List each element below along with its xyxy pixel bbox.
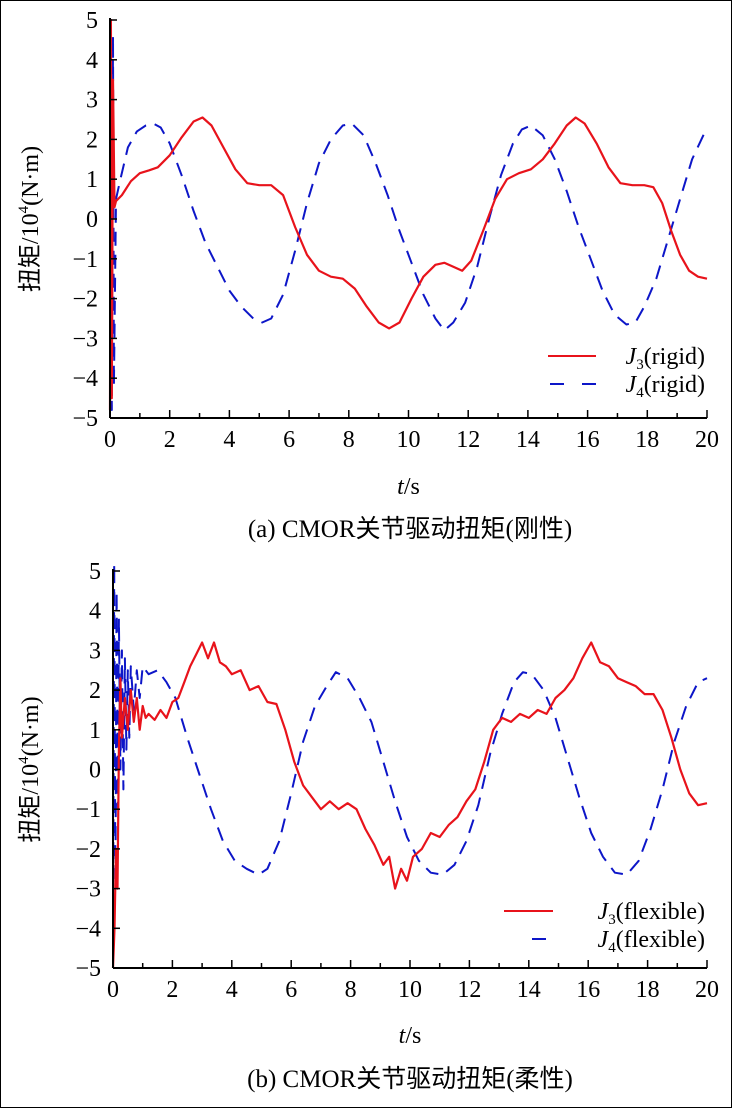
axes-a <box>109 18 707 419</box>
legend-label-sub: 3 <box>636 357 644 373</box>
legend-label-tail: (flexible) <box>616 899 705 925</box>
y-tick-label: 5 <box>86 8 98 34</box>
y-tick-label: −2 <box>75 837 101 863</box>
y-axis-title-a: 扭矩/104(N·m) <box>16 146 44 292</box>
x-ticks-a: 0 2 4 6 8 10 12 14 16 18 20 <box>104 410 719 453</box>
legend-label-sub: 3 <box>608 912 616 928</box>
x-tick-label: 2 <box>164 427 176 453</box>
y-tick-label: 0 <box>86 207 98 233</box>
y-axis-title-b: 扭矩/104(N·m) <box>16 696 44 842</box>
y-tick-label: −3 <box>75 877 101 903</box>
x-tick-label: 4 <box>223 427 235 453</box>
series-line-j4-flexible <box>112 562 708 949</box>
y-tick-label: 1 <box>89 718 101 744</box>
y-tick-label: 2 <box>86 127 98 153</box>
legend-label-tail: (flexible) <box>616 927 705 953</box>
legend-label-j3-rigid: J3(rigid) <box>626 344 705 373</box>
series-line-j3-flexible <box>111 641 708 969</box>
x-tick-label: 18 <box>635 427 659 453</box>
legend-b: J3(flexible) J4(flexible) <box>504 899 705 956</box>
y-tick-label: 1 <box>86 167 98 193</box>
x-tick-label: 16 <box>576 977 600 1003</box>
y-tick-label: −5 <box>75 956 101 982</box>
caption-a: (a) CMOR关节驱动扭矩(刚性) <box>248 515 572 543</box>
y-tick-label: −5 <box>72 406 98 432</box>
caption-b: (b) CMOR关节驱动扭矩(柔性) <box>247 1065 573 1093</box>
y-ticks-a: −5 −4 −3 −2 −1 0 1 2 3 4 5 <box>72 8 117 432</box>
x-axis-title-a: t/s <box>397 474 420 500</box>
y-tick-label: 4 <box>89 599 101 625</box>
y-tick-label: −2 <box>72 287 98 313</box>
legend-label-j4-flexible: J4(flexible) <box>598 927 705 956</box>
legend-label-j4-rigid: J4(rigid) <box>626 372 705 401</box>
x-tick-label: 14 <box>517 977 541 1003</box>
legend-label-sub: 4 <box>608 940 616 956</box>
legend-label-tail: (rigid) <box>644 372 705 398</box>
legend-label-tail: (rigid) <box>644 344 705 370</box>
x-tick-label: 2 <box>166 977 178 1003</box>
x-tick-label: 6 <box>285 977 297 1003</box>
legend-label-main: J <box>626 344 638 370</box>
x-tick-label: 6 <box>283 427 295 453</box>
x-tick-label: 4 <box>226 977 238 1003</box>
x-tick-label: 12 <box>456 427 480 453</box>
x-ticks-b: 0 2 4 6 8 10 12 14 16 18 20 <box>107 960 719 1003</box>
legend-label-main: J <box>598 899 610 925</box>
y-tick-label: 2 <box>89 678 101 704</box>
x-tick-label: 8 <box>345 977 357 1003</box>
y-tick-label: −4 <box>72 366 98 392</box>
y-axis-title-unit: (N·m) <box>18 696 44 756</box>
x-axis-title-rest: /s <box>404 474 420 500</box>
series-line-j4-rigid <box>109 19 708 411</box>
x-tick-label: 10 <box>398 977 422 1003</box>
x-axis-title-rest: /s <box>405 1023 421 1049</box>
y-tick-label: 0 <box>89 758 101 784</box>
y-tick-label: 3 <box>89 638 101 664</box>
legend-label-main: J <box>598 927 610 953</box>
y-axis-title-sup: 4 <box>16 205 32 213</box>
y-tick-label: −1 <box>75 797 101 823</box>
series-line-j3-rigid <box>108 18 708 411</box>
legend-label-main: J <box>626 372 638 398</box>
y-axis-title-unit: (N·m) <box>18 146 44 206</box>
x-tick-label: 20 <box>695 977 719 1003</box>
x-axis-title-b: t/s <box>399 1023 422 1049</box>
legend-label-sub: 4 <box>636 385 644 401</box>
y-axis-title-sup: 4 <box>16 756 32 764</box>
y-tick-label: −1 <box>72 247 98 273</box>
y-tick-label: 5 <box>89 559 101 585</box>
x-tick-label: 0 <box>104 427 116 453</box>
y-axis-title-main: 扭矩/10 <box>17 764 44 843</box>
x-tick-label: 14 <box>516 427 540 453</box>
legend-label-j3-flexible: J3(flexible) <box>598 899 705 928</box>
y-axis-title-main: 扭矩/10 <box>17 213 44 292</box>
y-ticks-b: −5 −4 −3 −2 −1 0 1 2 3 4 5 <box>75 559 120 982</box>
x-tick-label: 10 <box>397 427 421 453</box>
y-tick-label: −4 <box>75 916 101 942</box>
x-tick-label: 16 <box>576 427 600 453</box>
x-axis-title-italic: t <box>399 1023 407 1049</box>
series-layer-b <box>111 562 708 969</box>
x-tick-label: 0 <box>107 977 119 1003</box>
y-tick-label: −3 <box>72 326 98 352</box>
series-layer-a <box>108 18 708 411</box>
x-tick-label: 8 <box>343 427 355 453</box>
x-axis-title-italic: t <box>397 474 405 500</box>
x-tick-label: 20 <box>695 427 719 453</box>
y-tick-label: 4 <box>86 48 98 74</box>
y-tick-label: 3 <box>86 88 98 114</box>
x-tick-label: 12 <box>457 977 481 1003</box>
legend-a: J3(rigid) J4(rigid) <box>548 344 705 401</box>
x-tick-label: 18 <box>636 977 660 1003</box>
